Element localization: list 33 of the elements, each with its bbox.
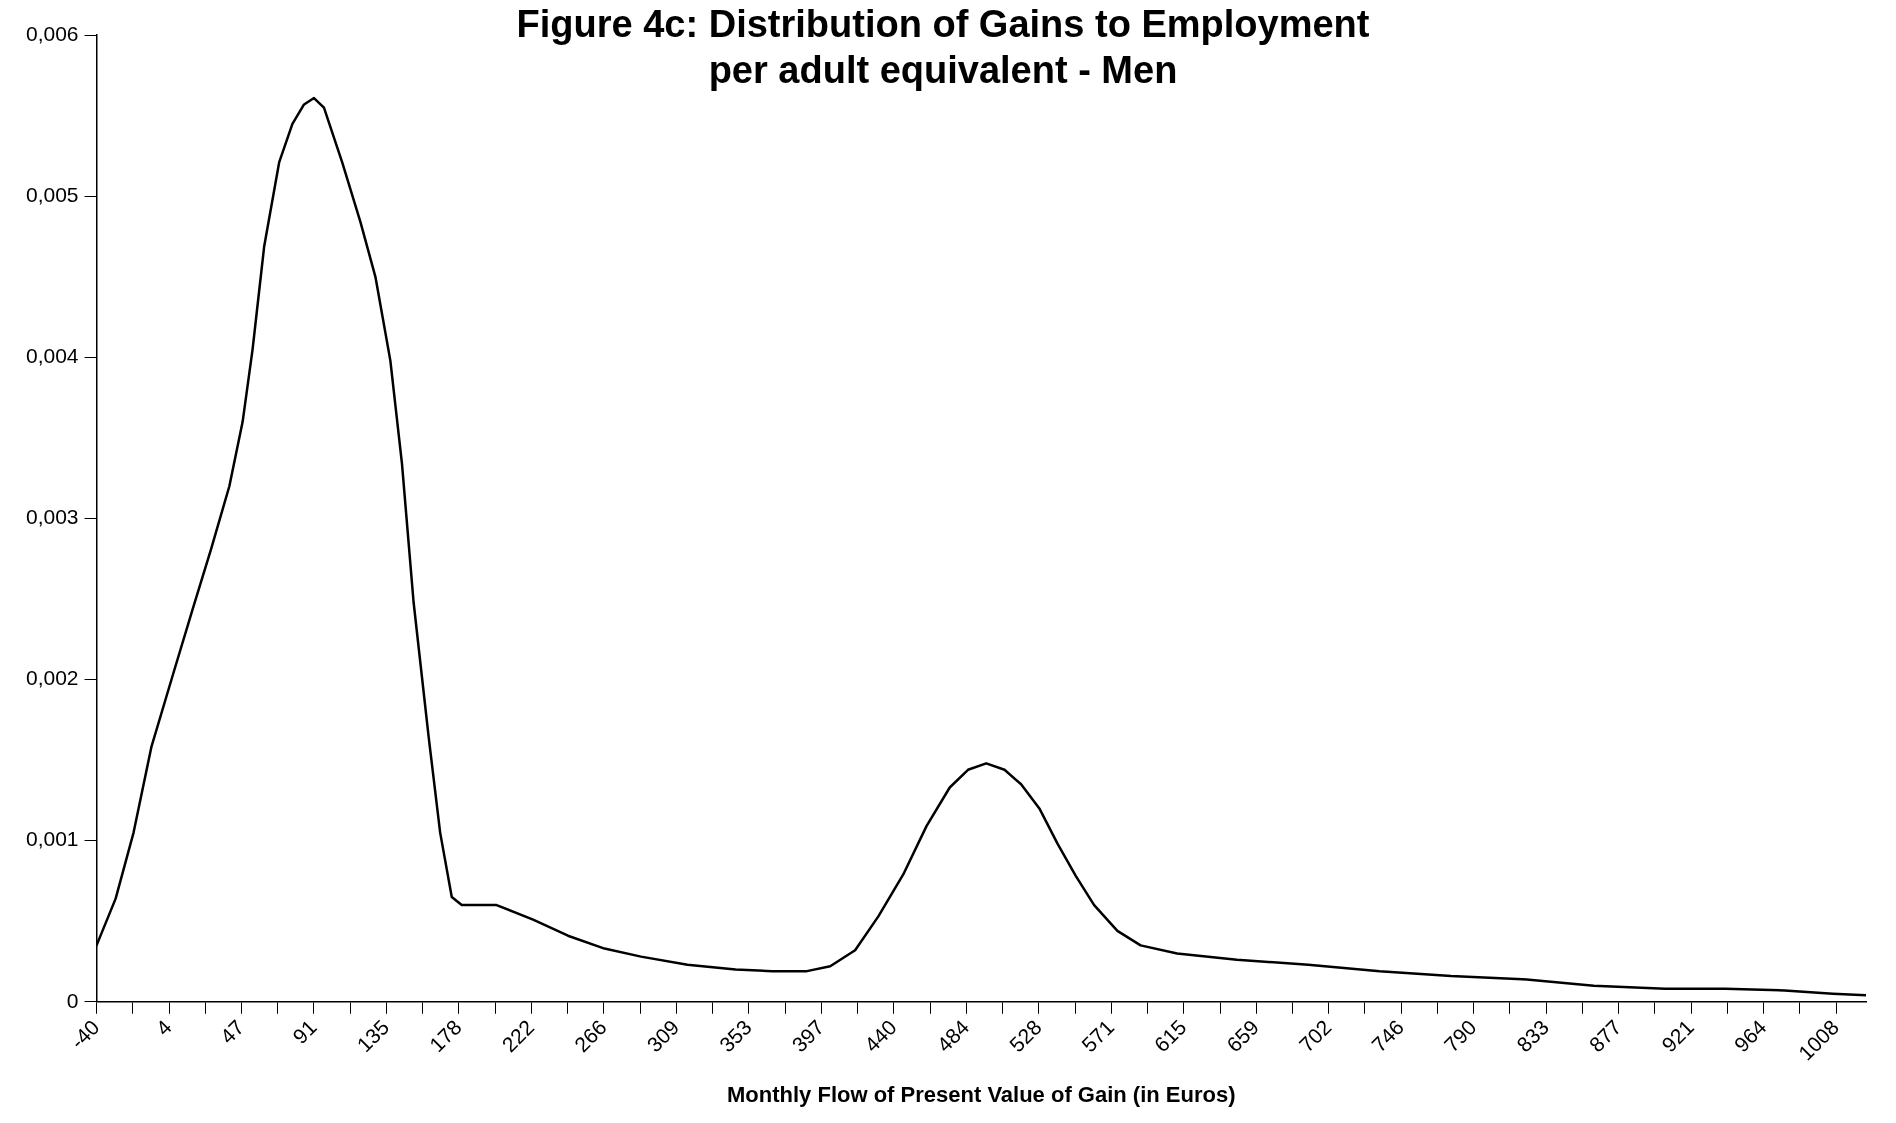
x-tick-label: 833 xyxy=(1512,1015,1554,1057)
x-tick-label: 921 xyxy=(1657,1015,1699,1057)
x-tick-label: 571 xyxy=(1077,1015,1119,1057)
x-tick-label: 790 xyxy=(1439,1015,1481,1057)
x-tick-label: 222 xyxy=(497,1015,539,1057)
x-tick-label: 484 xyxy=(932,1015,974,1057)
y-tick-label: 0,004 xyxy=(25,344,79,368)
x-tick-label: -40 xyxy=(65,1015,104,1054)
x-tick-label: 659 xyxy=(1222,1015,1264,1057)
x-tick-label: 397 xyxy=(787,1015,829,1057)
x-tick-label: 353 xyxy=(714,1015,756,1057)
x-tick-label: 91 xyxy=(288,1015,321,1049)
y-tick-label: 0,006 xyxy=(25,22,79,45)
y-tick-label: 0 xyxy=(66,988,79,1012)
x-tick-label: 309 xyxy=(642,1015,684,1057)
x-tick-label: 135 xyxy=(352,1015,394,1057)
chart-title: Figure 4c: Distribution of Gains to Employment per adult equivalent - Men xyxy=(516,3,1370,91)
x-tick-label: 4 xyxy=(151,1015,177,1040)
x-tick-label: 964 xyxy=(1729,1015,1771,1057)
x-tick-label: 615 xyxy=(1149,1015,1191,1057)
x-tick-label: 528 xyxy=(1004,1015,1046,1057)
y-tick-label: 0,001 xyxy=(25,827,79,851)
x-tick-label: 266 xyxy=(569,1015,611,1057)
y-tick-label: 0,005 xyxy=(25,183,79,207)
x-tick-label: 47 xyxy=(215,1015,249,1049)
y-tick-label: 0,003 xyxy=(25,505,79,529)
x-tick-label: 877 xyxy=(1584,1015,1626,1057)
x-axis-title: Monthly Flow of Present Value of Gain (in Euros) xyxy=(727,1081,1236,1107)
x-tick-label: 178 xyxy=(424,1015,466,1057)
y-tick-label: 0,002 xyxy=(25,666,79,690)
x-tick-label: 746 xyxy=(1367,1015,1409,1057)
x-tick-label: 440 xyxy=(859,1015,901,1057)
x-tick-label: 702 xyxy=(1294,1015,1336,1057)
